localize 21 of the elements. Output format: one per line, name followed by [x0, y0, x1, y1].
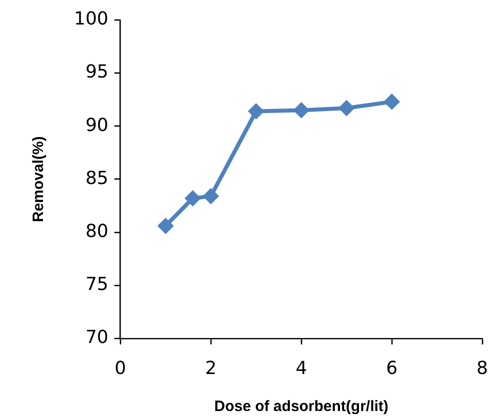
x-tick-label: 6 [386, 358, 398, 379]
x-tick-label: 8 [476, 358, 488, 379]
point [202, 188, 219, 204]
point [184, 190, 201, 206]
x-axis-title: Dose of adsorbent(gr/lit) [214, 398, 388, 416]
y-tick-label: 100 [74, 8, 108, 30]
y-tick-label: 75 [85, 274, 108, 296]
point [158, 218, 174, 234]
point [293, 102, 310, 118]
y-tick-label: 80 [85, 220, 108, 242]
point [248, 103, 264, 120]
y-tick-label: 95 [85, 62, 108, 83]
point [384, 94, 400, 110]
x-tick-label: 2 [205, 358, 217, 379]
x-tick-label: 4 [296, 358, 308, 379]
y-tick-label: 70 [85, 327, 108, 348]
y-tick-label: 90 [85, 114, 108, 136]
point [338, 100, 355, 116]
y-tick-label: 85 [85, 168, 108, 189]
y-axis-title: Removal(%) [30, 136, 48, 222]
x-tick-label: 0 [114, 358, 126, 379]
